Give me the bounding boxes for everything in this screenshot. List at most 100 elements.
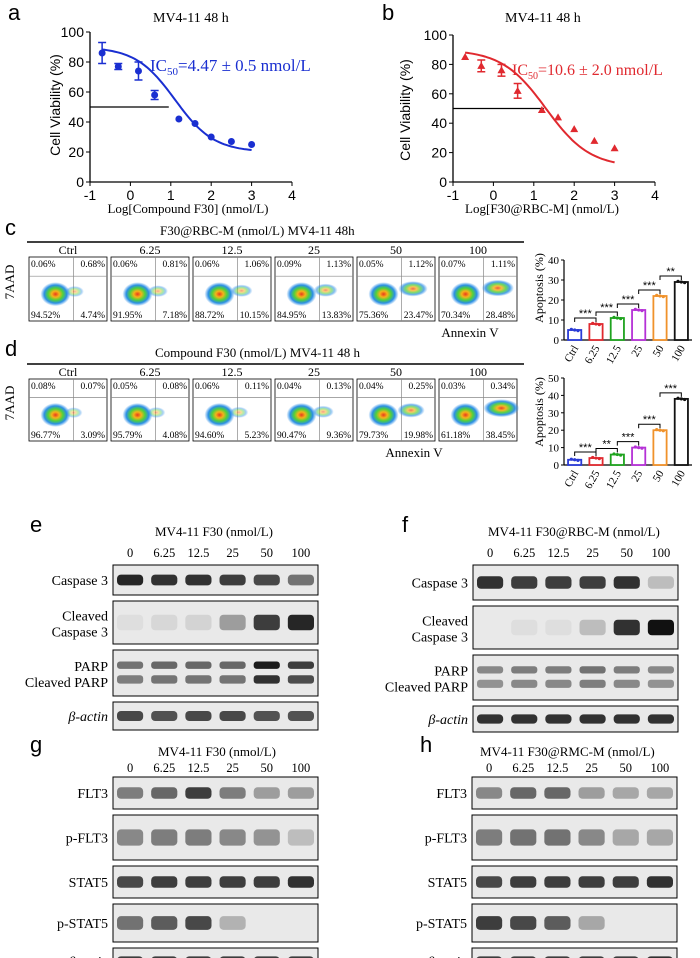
- lane-label: 0: [486, 761, 492, 775]
- bar-replicate-dot: [637, 446, 640, 449]
- flow-plot: 250.04% 0.13%90.47% 9.36%: [275, 365, 353, 441]
- blot-strip: [472, 948, 677, 958]
- blot-band: [477, 576, 503, 589]
- data-point: [554, 113, 562, 120]
- data-point: [477, 62, 485, 69]
- quadrant-ul-value: 0.09%: [277, 260, 302, 270]
- bar-replicate-dot: [640, 309, 643, 312]
- quadrant-ul-value: 0.06%: [113, 260, 138, 270]
- panel-f-header: MV4-11 F30@RBC-M (nmol/L): [488, 524, 660, 539]
- significance-label: ***: [622, 294, 636, 306]
- quadrant-ll-value: 90.47%: [277, 431, 306, 441]
- x-tick-label: Ctrl: [562, 344, 581, 365]
- quadrant-ur-value: 0.13%: [326, 382, 351, 392]
- panel-letter-e: e: [30, 512, 42, 537]
- blot-band: [117, 615, 143, 630]
- blot-strip: [113, 904, 318, 942]
- blot-band: [477, 680, 503, 688]
- blot-band: [220, 916, 246, 930]
- y-tick-label: 60: [431, 86, 447, 102]
- blot-band: [613, 829, 639, 845]
- x-tick-label: 6.25: [583, 468, 603, 491]
- panel-letter-h: h: [420, 732, 432, 757]
- x-tick-label: 25: [629, 468, 645, 484]
- blot-band: [614, 666, 640, 673]
- cell-population: [451, 403, 481, 427]
- blot-band: [254, 675, 280, 683]
- bar: [653, 296, 666, 340]
- panel-a-xlabel: Log[Compound F30] (nmol/L): [107, 201, 268, 216]
- blot-band: [117, 662, 143, 669]
- significance-label: ***: [579, 442, 593, 454]
- blot-band: [151, 662, 177, 669]
- panel-d-header: Compound F30 (nmol/L) MV4-11 48 h: [155, 345, 360, 360]
- panel-a-ylabel: Cell Viability (%): [47, 54, 63, 156]
- blot-band: [151, 711, 177, 721]
- quadrant-ll-value: 91.95%: [113, 311, 142, 321]
- flow-plot-label: 25: [308, 243, 320, 257]
- flow-plot-label: 100: [469, 243, 487, 257]
- y-tick-label: 40: [548, 255, 560, 267]
- x-tick-label: 4: [651, 187, 659, 203]
- panel-e: e MV4-11 F30 (nmol/L) 0 6.25 12.5 25 50 100 Ca…: [25, 512, 318, 730]
- quadrant-ll-value: 70.34%: [441, 311, 470, 321]
- blot-row-label-line2: Cleaved PARP: [25, 676, 108, 691]
- blot-row-label: p-STAT5: [416, 917, 467, 932]
- bar-replicate-dot: [594, 456, 597, 459]
- apoptotic-population: [229, 407, 248, 418]
- blot-band: [580, 576, 606, 589]
- bar-chart-c: 010203040Ctrl 6.25 12.5 25 50 100*** *********…: [548, 255, 692, 366]
- blot-band: [580, 620, 606, 635]
- panel-letter-b: b: [382, 0, 394, 25]
- y-tick-label: 10: [548, 315, 560, 327]
- bar: [611, 318, 624, 340]
- data-point: [461, 53, 469, 60]
- quadrant-ur-value: 0.11%: [245, 382, 269, 392]
- data-point: [208, 134, 215, 141]
- bar-replicate-dot: [612, 316, 615, 319]
- bar: [675, 399, 688, 465]
- cell-population: [451, 282, 481, 306]
- bar-replicate-dot: [598, 323, 601, 326]
- bar: [675, 282, 688, 340]
- lane-label: 50: [261, 546, 274, 560]
- blot-band: [647, 787, 673, 799]
- y-tick-label: 50: [548, 373, 560, 385]
- blot-band: [185, 675, 211, 683]
- panel-c-xlabel: Annexin V: [441, 325, 499, 340]
- bar-replicate-dot: [676, 280, 679, 283]
- quadrant-ur-value: 1.13%: [326, 260, 351, 270]
- blot-band: [185, 787, 211, 799]
- quadrant-ur-value: 1.11%: [491, 260, 515, 270]
- blot-band: [254, 711, 280, 721]
- quadrant-lr-value: 13.83%: [322, 311, 351, 321]
- lane-label: 6.25: [512, 761, 534, 775]
- lane-label: 12.5: [187, 546, 209, 560]
- bar: [632, 448, 645, 465]
- quadrant-ur-value: 0.07%: [80, 382, 105, 392]
- panel-g: g MV4-11 F30 (nmol/L) 0 6.25 12.5 25 50 100FL…: [30, 732, 318, 958]
- data-point: [228, 138, 235, 145]
- quadrant-ul-value: 0.08%: [31, 382, 56, 392]
- x-tick-label: 1: [530, 187, 538, 203]
- apoptotic-population: [231, 285, 253, 297]
- quadrant-ur-value: 1.12%: [408, 260, 433, 270]
- data-point: [611, 144, 619, 151]
- blot-band: [545, 666, 571, 673]
- blot-band: [648, 620, 674, 635]
- cell-population: [123, 282, 153, 306]
- x-tick-label: 0: [127, 187, 135, 203]
- blot-band: [151, 575, 177, 586]
- y-tick-label: 80: [68, 54, 84, 70]
- lane-label: 0: [127, 546, 133, 560]
- blot-band: [288, 876, 314, 888]
- blot-band: [614, 576, 640, 589]
- blot-band: [545, 680, 571, 688]
- data-point: [570, 125, 578, 132]
- blot-band: [544, 876, 570, 888]
- panel-b: b MV4-11 48 h Cell Viability (%) Log[F30…: [382, 0, 663, 216]
- blot-row-label: STAT5: [69, 876, 108, 891]
- lane-label: 50: [621, 546, 634, 560]
- x-tick-label: Ctrl: [562, 469, 581, 490]
